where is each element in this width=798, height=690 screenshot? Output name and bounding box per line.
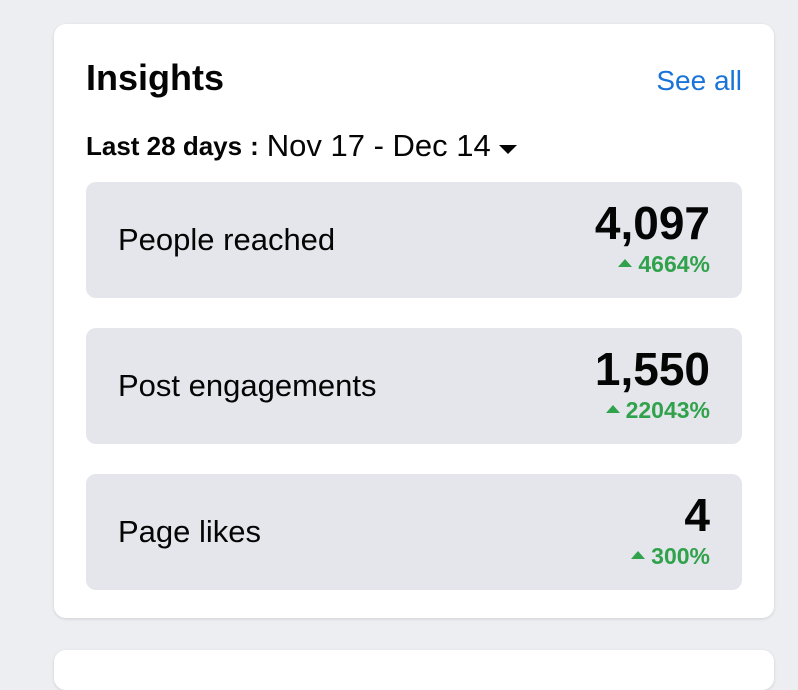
metrics-list: People reached 4,097 4664% Post engageme… [86,182,742,620]
date-separator: : [250,131,259,161]
metric-change: 4664% [618,250,710,278]
metric-change-value: 300% [651,543,710,569]
metric-label: People reached [118,222,336,257]
see-all-link[interactable]: See all [656,65,742,96]
metric-change-value: 4664% [638,251,710,277]
metric-label: Post engagements [118,368,377,403]
metric-value: 4,097 [594,197,710,249]
metric-people-reached[interactable]: People reached 4,097 4664% [86,182,742,298]
date-range-value[interactable]: Nov 17 - Dec 14 [266,128,491,163]
metric-change: 22043% [605,396,710,424]
trend-up-icon [618,259,633,267]
insights-title: Insights [86,57,225,98]
date-range-selector[interactable]: Last 28 days : Nov 17 - Dec 14 [86,128,517,164]
metric-label: Page likes [118,514,262,549]
date-period-label: Last 28 days [86,131,243,161]
metric-post-engagements[interactable]: Post engagements 1,550 22043% [86,328,742,444]
trend-up-icon [631,551,646,559]
next-card [54,650,774,690]
metric-value: 1,550 [594,343,710,395]
insights-card: Insights See all Last 28 days : Nov 17 -… [54,24,774,618]
metric-value: 4 [684,489,710,541]
trend-up-icon [605,405,620,413]
metric-change: 300% [631,542,710,570]
caret-down-icon[interactable] [498,144,517,154]
metric-page-likes[interactable]: Page likes 4 300% [86,474,742,590]
metric-change-value: 22043% [625,397,710,423]
